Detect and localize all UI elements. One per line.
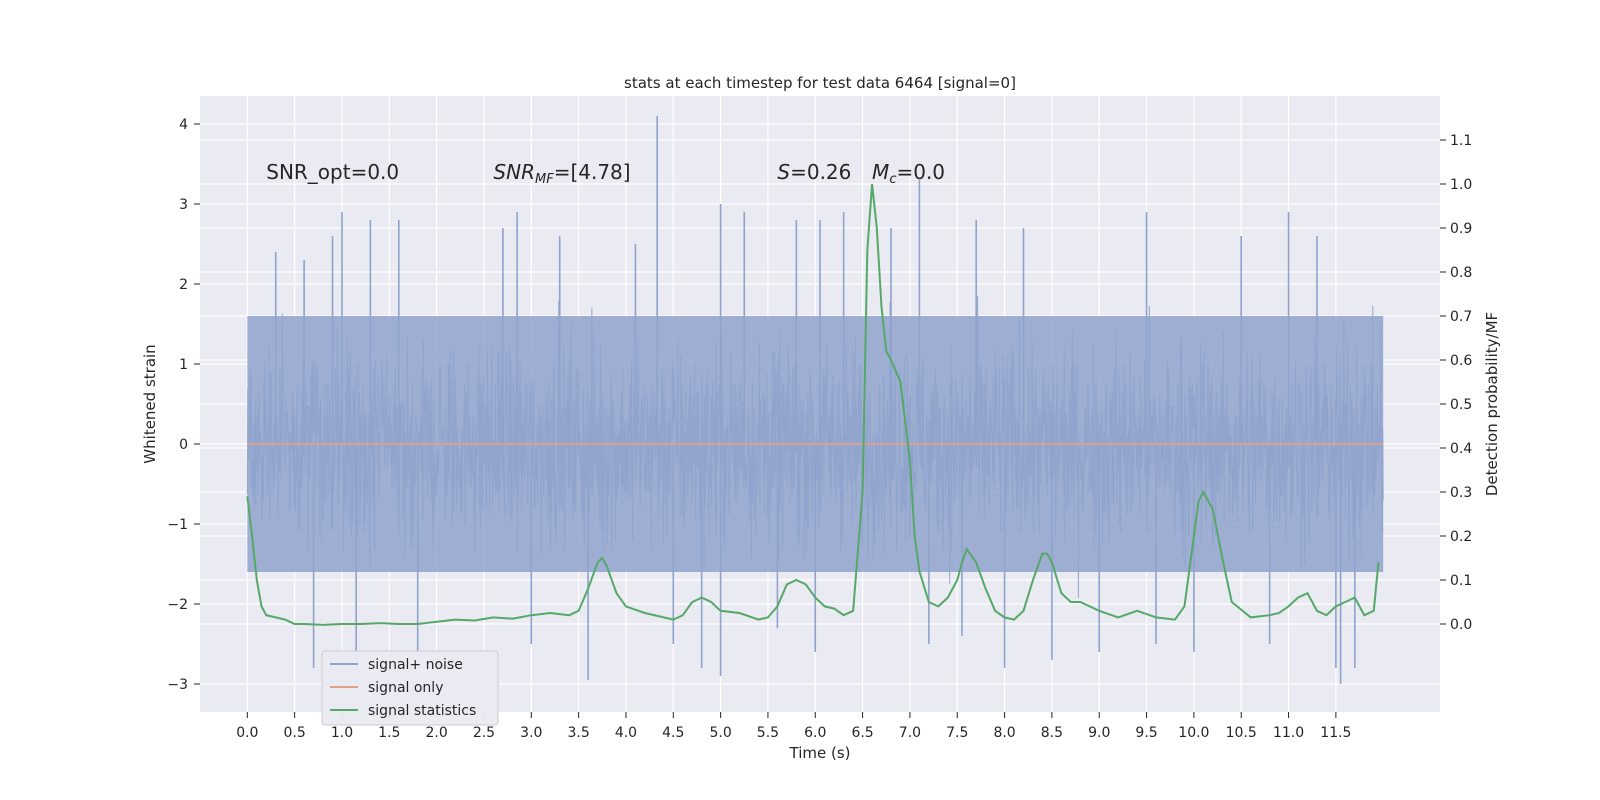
x-tick-label: 9.5 [1135, 725, 1157, 741]
x-tick-label: 6.5 [851, 725, 873, 741]
y2-tick-label: 0.2 [1450, 529, 1472, 545]
y-tick-label: −1 [167, 517, 188, 533]
x-tick-label: 11.0 [1273, 725, 1304, 741]
y2-axis-title: Detection probability/MF [1483, 312, 1501, 496]
annotation: SNR_opt=0.0 [266, 160, 399, 184]
legend: signal+ noise signal only signal statistic… [321, 650, 499, 726]
legend-label: signal+ noise [368, 657, 463, 673]
x-tick-label: 4.5 [662, 725, 684, 741]
y2-tick-label: 0.8 [1450, 265, 1472, 281]
annotation: SNRMF=[4.78] [493, 160, 630, 187]
y2-tick-label: 0.1 [1450, 573, 1472, 589]
y2-tick-label: 0.6 [1450, 353, 1472, 369]
y-axis-left: −3 −2 −1 0 1 2 3 4 [167, 117, 200, 693]
x-tick-label: 4.0 [615, 725, 637, 741]
x-axis-title: Time (s) [789, 744, 851, 762]
x-tick-label: 7.5 [946, 725, 968, 741]
y-axis-title: Whitened strain [141, 344, 159, 463]
y2-tick-label: 0.7 [1450, 309, 1472, 325]
y2-tick-label: 0.9 [1450, 221, 1472, 237]
annotation: S=0.26 [777, 160, 851, 184]
y-tick-label: −3 [167, 677, 188, 693]
y-tick-label: 2 [179, 277, 188, 293]
y-axis-right: 0.0 0.1 0.2 0.3 0.4 0.5 0.6 0.7 0.8 0.9 1.0 1.1 [1440, 133, 1472, 633]
x-tick-label: 2.0 [426, 725, 448, 741]
y2-tick-label: 0.0 [1450, 617, 1472, 633]
y2-tick-label: 0.5 [1450, 397, 1472, 413]
y-tick-label: 3 [179, 197, 188, 213]
x-tick-label: 3.0 [520, 725, 542, 741]
chart-title: stats at each timestep for test data 646… [624, 74, 1016, 92]
legend-label: signal statistics [368, 703, 476, 719]
y-tick-label: −2 [167, 597, 188, 613]
annotations: SNR_opt=0.0 SNRMF=[4.78] S=0.26 Mc=0.0 [266, 160, 945, 187]
x-tick-label: 5.0 [709, 725, 731, 741]
x-axis: 0.0 0.5 1.0 1.5 2.0 2.5 3.0 3.5 4.0 4.5 5.0 5.5 6.0 6… [236, 712, 1351, 741]
series-line-signal-statistics [246, 183, 1380, 626]
x-tick-label: 10.0 [1178, 725, 1209, 741]
x-tick-label: 11.5 [1320, 725, 1351, 741]
x-tick-label: 3.5 [567, 725, 589, 741]
x-tick-label: 0.0 [236, 725, 258, 741]
legend-label: signal only [368, 680, 443, 696]
x-tick-label: 7.0 [899, 725, 921, 741]
x-tick-label: 10.5 [1226, 725, 1257, 741]
series-lines [246, 183, 1384, 626]
x-tick-label: 8.0 [993, 725, 1015, 741]
x-tick-label: 2.5 [473, 725, 495, 741]
x-tick-label: 5.5 [757, 725, 779, 741]
x-tick-label: 9.0 [1088, 725, 1110, 741]
annotation: Mc=0.0 [872, 160, 945, 187]
y-tick-label: 4 [179, 117, 188, 133]
y2-tick-label: 1.1 [1450, 133, 1472, 149]
y2-tick-label: 0.4 [1450, 441, 1472, 457]
x-tick-label: 1.0 [331, 725, 353, 741]
x-tick-label: 0.5 [284, 725, 306, 741]
x-tick-label: 1.5 [378, 725, 400, 741]
x-tick-label: 8.5 [1041, 725, 1063, 741]
y-tick-label: 1 [179, 357, 188, 373]
y-tick-label: 0 [179, 437, 188, 453]
y2-tick-label: 0.3 [1450, 485, 1472, 501]
x-tick-label: 6.0 [804, 725, 826, 741]
y2-tick-label: 1.0 [1450, 177, 1472, 193]
legend-box [321, 650, 499, 726]
